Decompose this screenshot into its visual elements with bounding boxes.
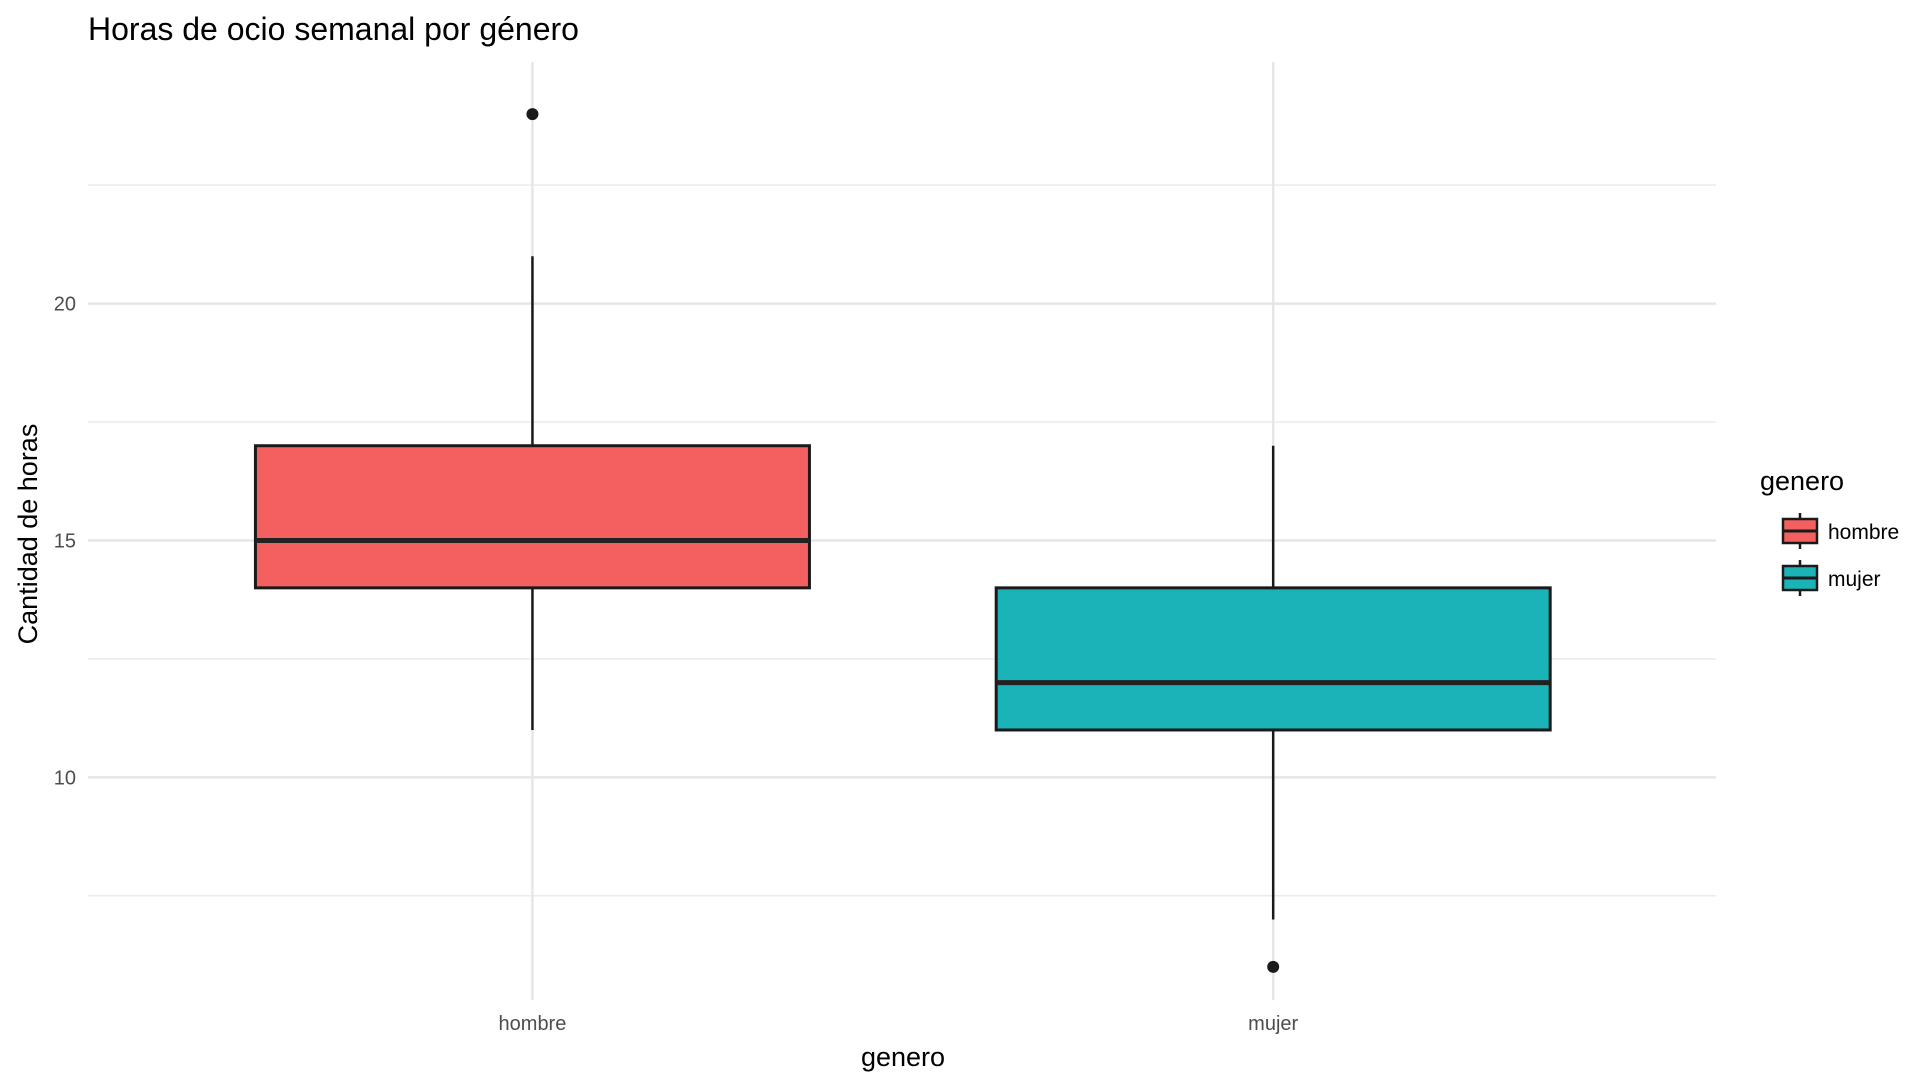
iqr-box bbox=[994, 586, 1552, 732]
legend: genero hombre mujer bbox=[1760, 466, 1899, 596]
box-mujer bbox=[994, 445, 1552, 973]
chart-title: Horas de ocio semanal por género bbox=[88, 11, 579, 47]
outlier-point bbox=[1267, 960, 1280, 973]
x-axis-title: genero bbox=[861, 1042, 945, 1072]
iqr-box bbox=[253, 444, 811, 590]
outlier-point bbox=[526, 108, 539, 121]
legend-label: mujer bbox=[1828, 568, 1881, 591]
x-tick-label: mujer bbox=[1248, 1013, 1298, 1035]
legend-item-mujer: mujer bbox=[1781, 560, 1881, 596]
box-hombre bbox=[253, 108, 811, 730]
y-tick-label: 15 bbox=[54, 530, 76, 552]
box-layer bbox=[253, 108, 1552, 973]
legend-items: hombre mujer bbox=[1781, 513, 1899, 596]
y-tick-label: 20 bbox=[54, 294, 76, 316]
axis-layer: 10 15 20 hombre mujer bbox=[54, 294, 1299, 1035]
y-tick-label: 10 bbox=[54, 767, 76, 789]
x-tick-label: hombre bbox=[499, 1013, 567, 1035]
legend-title: genero bbox=[1760, 466, 1844, 496]
legend-item-hombre: hombre bbox=[1781, 513, 1899, 549]
legend-label: hombre bbox=[1828, 521, 1899, 544]
y-axis-title: Cantidad de horas bbox=[13, 424, 43, 645]
